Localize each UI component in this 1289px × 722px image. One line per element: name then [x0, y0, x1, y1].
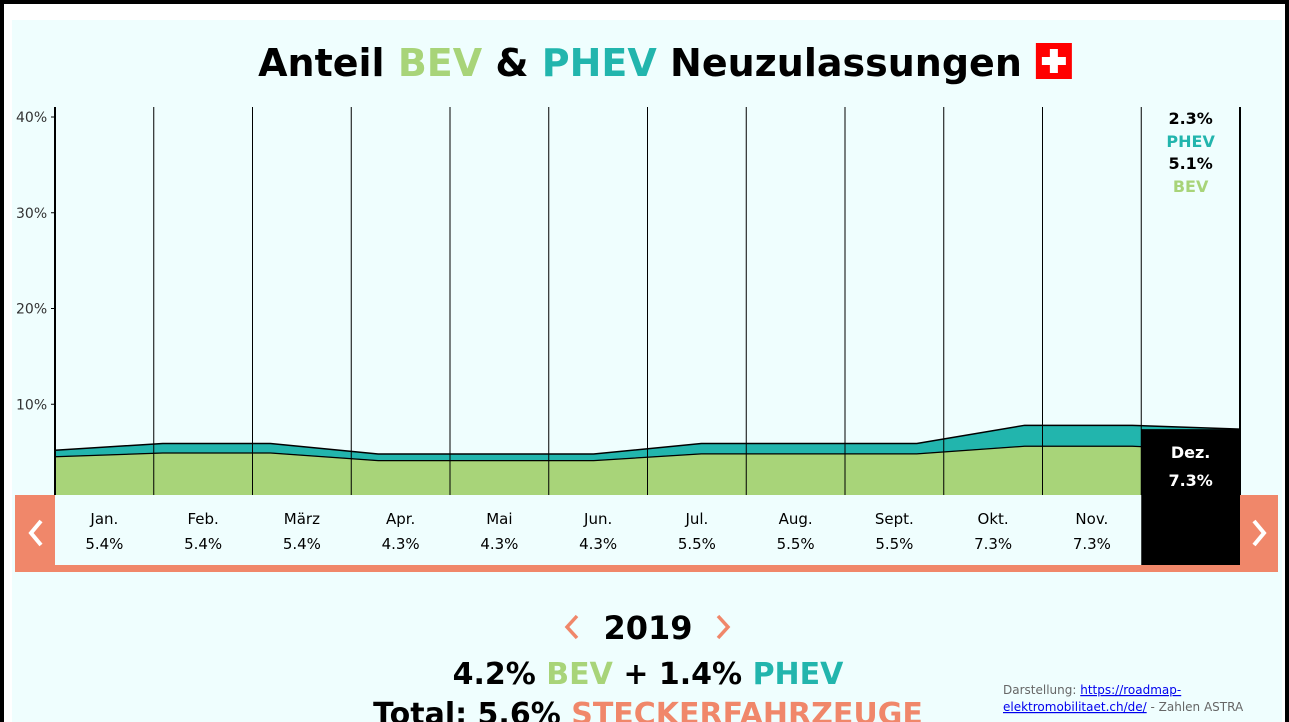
flag-cross	[1041, 57, 1066, 65]
month-total: 5.5%	[678, 535, 716, 553]
month-label: Nov.	[1075, 510, 1108, 528]
phev-share: 1.4%	[659, 657, 742, 692]
next-month[interactable]	[1252, 519, 1267, 547]
month-label: Mai	[486, 510, 512, 528]
month-label: Aug.	[779, 510, 813, 528]
month-band	[15, 495, 1278, 572]
chart-title: Anteil BEV & PHEV Neuzulassungen	[258, 41, 1022, 85]
month-total: 4.3%	[480, 535, 518, 553]
bev-value-label: 5.1%	[1168, 154, 1212, 173]
month-label: Sept.	[875, 510, 914, 528]
swiss-flag	[1035, 43, 1072, 79]
month-label: Apr.	[386, 510, 415, 528]
month-label: März	[284, 510, 320, 528]
prev-year[interactable]	[564, 614, 579, 640]
plot: 10% 20% 30% 40%	[16, 107, 1241, 501]
credit: elektromobilitaet.ch/de/ - Zahlen ASTRA	[1003, 700, 1244, 714]
month-total: 5.4%	[283, 535, 321, 553]
month-total: 7.3%	[974, 535, 1012, 553]
month-total: 5.5%	[777, 535, 815, 553]
bev-share: 4.2%	[453, 657, 536, 692]
month-label: Jul.	[684, 510, 708, 528]
bev-name: BEV	[546, 657, 613, 692]
year: 2019	[603, 609, 692, 647]
next-year[interactable]	[716, 614, 731, 640]
month-label: Okt.	[978, 510, 1009, 528]
title-part: Neuzulassungen	[670, 41, 1022, 85]
credit-link[interactable]: https://roadmap-	[1080, 683, 1181, 697]
bev-label: BEV	[1173, 177, 1209, 196]
selected-box	[1141, 429, 1240, 565]
selected-total: 7.3%	[1168, 471, 1212, 490]
phev-name: PHEV	[753, 657, 845, 692]
title-part: &	[495, 41, 528, 85]
y-tick-label: 40%	[16, 110, 47, 126]
month-total: 5.4%	[184, 535, 222, 553]
month-label: Jan.	[89, 510, 118, 528]
title-part: BEV	[398, 41, 483, 85]
total: Total: 5.6%	[373, 697, 561, 722]
summary-total: Total: 5.6% STECKERFAHRZEUGE	[373, 697, 923, 722]
credit-prefix: Darstellung:	[1003, 683, 1076, 697]
month-labels: Jan. 5.4% Feb. 5.4% März 5.4% Apr. 4.3% Mai 4.3% J…	[85, 109, 1240, 565]
phev-label: PHEV	[1166, 132, 1215, 151]
month-total: 5.4%	[85, 535, 123, 553]
credit-suffix: - Zahlen ASTRA	[1151, 700, 1244, 714]
summary-shares: 4.2% BEV + 1.4% PHEV	[453, 657, 845, 692]
plug-in: STECKERFAHRZEUGE	[571, 697, 923, 722]
y-tick-label: 30%	[16, 206, 47, 222]
prev-month[interactable]	[28, 519, 43, 547]
selected-month: Dez.	[1171, 443, 1211, 462]
title-part: Anteil	[258, 41, 384, 85]
month-total: 5.5%	[875, 535, 913, 553]
month-label: Jun.	[583, 510, 612, 528]
credit-link[interactable]: elektromobilitaet.ch/de/	[1003, 700, 1148, 714]
band-inner	[55, 495, 1142, 565]
title-part: PHEV	[542, 41, 658, 85]
credit: Darstellung: https://roadmap-	[1003, 683, 1181, 697]
y-tick-label: 20%	[16, 302, 47, 318]
phev-value-label: 2.3%	[1168, 109, 1212, 128]
month-total: 4.3%	[579, 535, 617, 553]
plus: +	[623, 657, 648, 692]
month-total: 4.3%	[382, 535, 420, 553]
month-label: Feb.	[187, 510, 218, 528]
month-total: 7.3%	[1073, 535, 1111, 553]
y-tick-label: 10%	[16, 397, 47, 413]
